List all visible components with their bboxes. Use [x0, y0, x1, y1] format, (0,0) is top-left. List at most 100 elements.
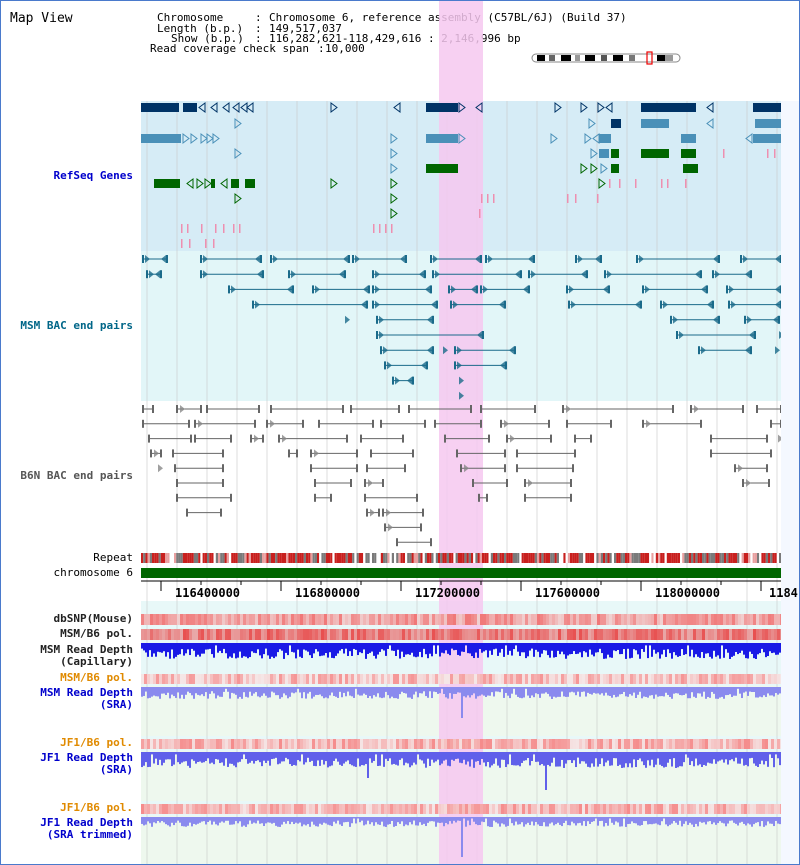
read-depth-bar	[679, 752, 681, 767]
read-depth-bar	[485, 643, 487, 651]
read-depth-bar	[317, 752, 319, 761]
read-depth-bar	[517, 643, 519, 652]
read-depth-bar	[165, 752, 167, 760]
read-depth-bar	[345, 817, 347, 823]
polymorphism-heat-cell	[732, 614, 735, 625]
read-depth-bar	[389, 752, 391, 759]
polymorphism-heat-cell	[402, 674, 405, 684]
polymorphism-heat-cell	[249, 674, 252, 684]
bac-end-marker	[509, 346, 514, 355]
gene-block	[426, 134, 458, 143]
polymorphism-heat-cell	[345, 629, 348, 640]
repeat-segment	[317, 553, 320, 563]
read-depth-bar	[391, 643, 393, 651]
b6n-bac-pair-end	[346, 434, 348, 443]
read-depth-bar	[307, 643, 309, 652]
polymorphism-heat-cell	[150, 629, 153, 640]
repeat-segment	[682, 553, 685, 563]
polymorphism-heat-cell	[423, 629, 426, 640]
repeat-segment	[233, 553, 236, 563]
repeat-segment	[680, 553, 683, 563]
read-depth-bar	[339, 817, 341, 825]
repeat-segment	[475, 553, 478, 563]
polymorphism-heat-cell	[252, 804, 255, 814]
repeat-segment	[347, 553, 350, 563]
polymorphism-heat-cell	[261, 629, 264, 640]
polymorphism-heat-cell	[471, 614, 474, 625]
polymorphism-heat-cell	[249, 739, 252, 749]
repeat-segment	[605, 553, 608, 563]
polymorphism-heat-cell	[507, 804, 510, 814]
polymorphism-heat-cell	[324, 804, 327, 814]
read-depth-bar	[745, 817, 747, 826]
ideogram-band	[549, 55, 555, 61]
read-depth-bar	[401, 687, 403, 692]
polymorphism-heat-cell	[207, 614, 210, 625]
polymorphism-heat-cell	[228, 674, 231, 684]
track-label-b6n-bac[interactable]: B6N BAC end pairs	[20, 469, 133, 482]
repeat-segment	[721, 553, 724, 563]
polymorphism-heat-cell	[771, 674, 774, 684]
polymorphism-heat-cell	[297, 804, 300, 814]
bac-end-marker	[578, 255, 583, 263]
read-depth-bar	[241, 687, 243, 699]
gene-arrow	[212, 133, 220, 144]
read-depth-bar	[155, 817, 157, 824]
read-depth-bar	[389, 687, 391, 699]
read-depth-bar	[341, 817, 343, 826]
read-depth-bar	[209, 817, 211, 821]
read-depth-bar	[727, 752, 729, 765]
polymorphism-heat-cell	[429, 804, 432, 814]
b6n-bac-pair-end	[350, 479, 352, 487]
track-label-msm-bac[interactable]: MSM BAC end pairs	[20, 319, 133, 332]
read-depth-bar	[275, 752, 277, 758]
polymorphism-heat-cell	[327, 629, 330, 640]
polymorphism-heat-cell	[579, 674, 582, 684]
polymorphism-heat-cell	[639, 629, 642, 640]
read-depth-bar	[469, 643, 471, 654]
read-depth-bar	[429, 687, 431, 692]
read-depth-bar	[703, 687, 705, 692]
polymorphism-heat-cell	[282, 614, 285, 625]
read-depth-bar	[621, 817, 623, 827]
polymorphism-heat-cell	[258, 614, 261, 625]
read-depth-bar	[263, 752, 265, 761]
repeat-segment	[552, 553, 555, 563]
read-depth-bar	[561, 752, 563, 760]
polymorphism-heat-cell	[168, 629, 171, 640]
polymorphism-heat-cell	[402, 614, 405, 625]
read-depth-bar	[641, 752, 643, 762]
repeat-segment	[570, 553, 573, 563]
polymorphism-heat-cell	[285, 674, 288, 684]
repeat-segment	[222, 553, 225, 563]
polymorphism-heat-cell	[309, 614, 312, 625]
gene-arrow	[745, 133, 753, 144]
polymorphism-heat-cell	[465, 674, 468, 684]
repeat-segment	[372, 553, 375, 563]
read-depth-bar	[145, 817, 147, 825]
polymorphism-heat-cell	[735, 739, 738, 749]
track-label-refseq[interactable]: RefSeq Genes	[53, 169, 133, 182]
repeat-segment	[589, 553, 592, 563]
read-depth-bar	[531, 752, 533, 762]
msm-bac-pair-end	[750, 346, 752, 355]
gene-tick	[223, 224, 225, 233]
read-depth-bar	[167, 687, 169, 693]
polymorphism-heat-cell	[567, 629, 570, 640]
repeat-segment	[739, 553, 742, 563]
read-depth-bar	[501, 752, 503, 760]
polymorphism-heat-cell	[510, 739, 513, 749]
read-depth-bar	[411, 643, 413, 653]
polymorphism-heat-cell	[525, 804, 528, 814]
read-depth-bar	[493, 817, 495, 821]
polymorphism-heat-cell	[399, 674, 402, 684]
bac-end-marker	[515, 270, 520, 279]
polymorphism-heat-cell	[171, 804, 174, 814]
gene-tick	[187, 224, 189, 233]
b6n-bac-pair-end	[364, 493, 366, 502]
read-depth-bar	[149, 643, 151, 651]
polymorphism-heat-cell	[231, 629, 234, 640]
polymorphism-heat-cell	[543, 614, 546, 625]
polymorphism-heat-cell	[648, 614, 651, 625]
